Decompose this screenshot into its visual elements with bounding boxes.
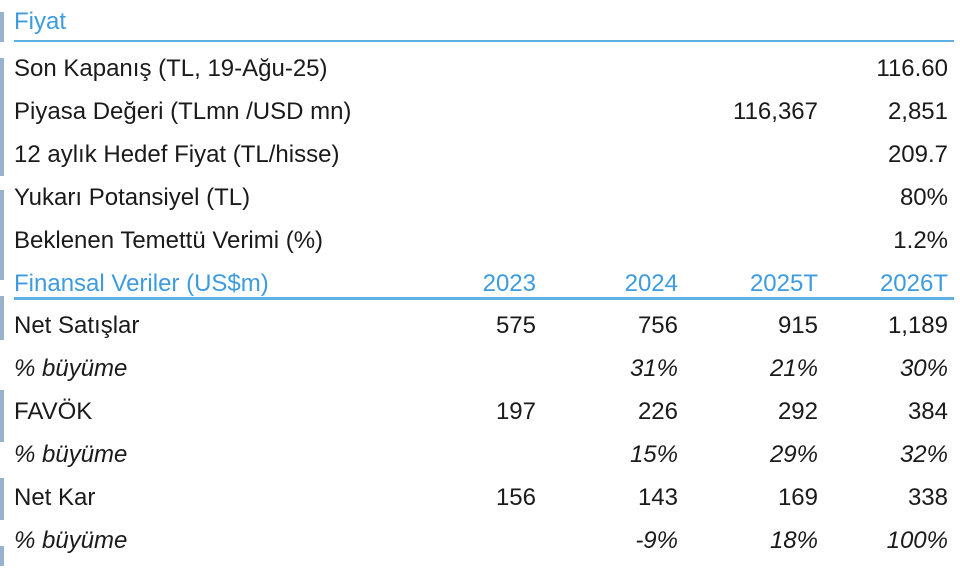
price-row: Yukarı Potansiyel (TL) 80% xyxy=(14,176,948,219)
left-margin-bar xyxy=(0,296,4,340)
row-value: 32% xyxy=(899,441,948,468)
price-row: Beklenen Temettü Verimi (%) 1.2% xyxy=(14,219,948,262)
price-row: 12 aylık Hedef Fiyat (TL/hisse) 209.7 xyxy=(14,133,948,176)
year-header: 2023 xyxy=(482,270,536,297)
price-row: Piyasa Değeri (TLmn /USD mn) 116,367 2,8… xyxy=(14,90,948,133)
financial-row: % büyüme 15% 29% 32% xyxy=(14,433,948,476)
price-section-rule xyxy=(14,40,954,42)
year-header: 2024 xyxy=(624,270,678,297)
left-margin-bar xyxy=(0,12,4,42)
financial-row: Net Kar 156 143 169 338 xyxy=(14,476,948,519)
financial-row: % büyüme 31% 21% 30% xyxy=(14,347,948,390)
row-value: 80% xyxy=(899,184,948,211)
row-value: 15% xyxy=(629,441,678,468)
financial-section-title: Finansal Veriler (US$m) xyxy=(14,270,269,297)
left-margin-bar xyxy=(0,546,4,566)
row-value: 116,367 xyxy=(733,98,818,125)
row-value: 31% xyxy=(629,355,678,382)
row-value: 197 xyxy=(495,398,536,425)
row-value: 575 xyxy=(495,312,536,339)
row-value: 226 xyxy=(637,398,678,425)
row-value: 756 xyxy=(637,312,678,339)
financial-header-row: Finansal Veriler (US$m) 2023 2024 2025T … xyxy=(14,262,948,305)
price-section-title: Fiyat xyxy=(14,8,67,35)
year-header: 2026T xyxy=(879,270,948,297)
year-header: 2025T xyxy=(749,270,818,297)
row-label: % büyüme xyxy=(14,527,128,554)
row-value: 2,851 xyxy=(887,98,948,125)
row-label: Yukarı Potansiyel (TL) xyxy=(14,184,251,211)
row-value: 384 xyxy=(907,398,948,425)
row-value: 209.7 xyxy=(887,141,948,168)
financial-section-rule xyxy=(14,297,954,300)
row-value: 30% xyxy=(899,355,948,382)
row-label: 12 aylık Hedef Fiyat (TL/hisse) xyxy=(14,141,340,168)
row-value: 116.60 xyxy=(876,55,948,82)
row-label: Son Kapanış (TL, 19-Ağu-25) xyxy=(14,55,328,82)
row-value: 21% xyxy=(769,355,818,382)
row-value: 338 xyxy=(907,484,948,511)
row-label: Beklenen Temettü Verimi (%) xyxy=(14,227,324,254)
row-value: 169 xyxy=(777,484,818,511)
row-value: 156 xyxy=(495,484,536,511)
row-value: 29% xyxy=(769,441,818,468)
row-label: % büyüme xyxy=(14,355,128,382)
financial-row: FAVÖK 197 226 292 384 xyxy=(14,390,948,433)
left-margin-bar xyxy=(0,190,4,280)
row-label: Net Kar xyxy=(14,484,96,511)
financial-row: Net Satışlar 575 756 915 1,189 xyxy=(14,304,948,347)
row-value: 18% xyxy=(769,527,818,554)
row-value: -9% xyxy=(635,527,678,554)
row-value: 100% xyxy=(886,527,948,554)
row-label: Piyasa Değeri (TLmn /USD mn) xyxy=(14,98,352,125)
left-margin-bar xyxy=(0,58,4,176)
left-margin-bar xyxy=(0,390,4,442)
row-value: 1.2% xyxy=(893,227,948,254)
row-value: 1,189 xyxy=(887,312,948,339)
financial-row: % büyüme -9% 18% 100% xyxy=(14,519,948,562)
row-label: Net Satışlar xyxy=(14,312,140,339)
left-margin-bar xyxy=(0,478,4,520)
row-value: 915 xyxy=(777,312,818,339)
price-row: Son Kapanış (TL, 19-Ağu-25) 116.60 xyxy=(14,47,948,90)
row-value: 292 xyxy=(777,398,818,425)
row-value: 143 xyxy=(637,484,678,511)
row-label: FAVÖK xyxy=(14,398,93,425)
row-label: % büyüme xyxy=(14,441,128,468)
